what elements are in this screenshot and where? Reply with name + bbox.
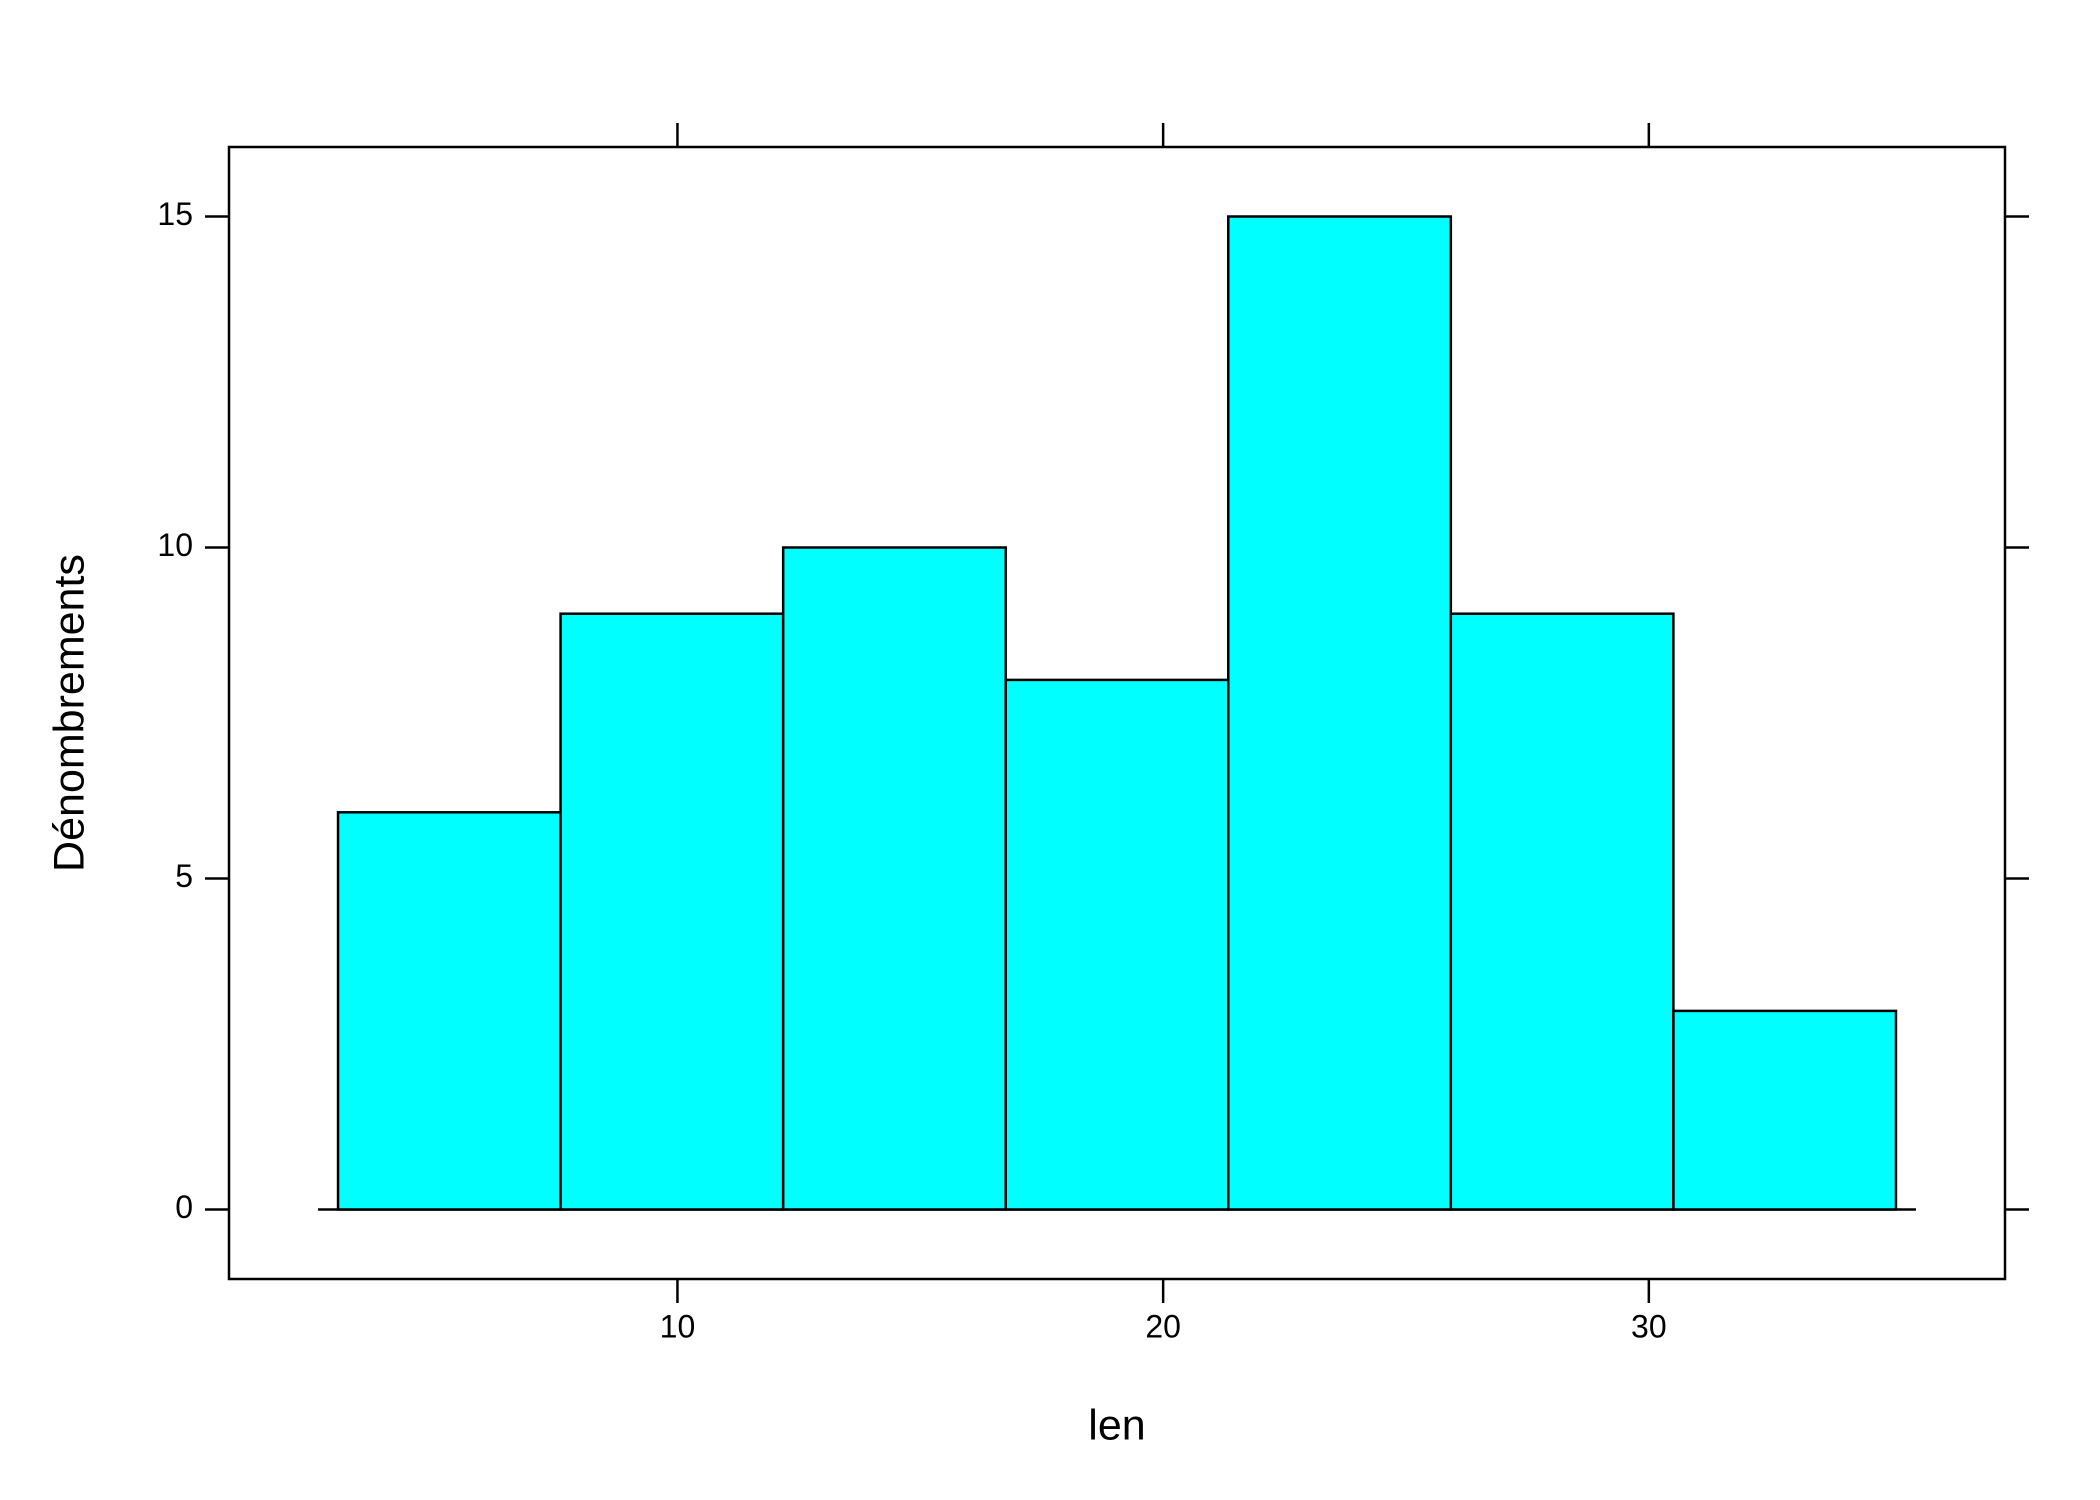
- y-tick-label: 5: [175, 858, 193, 894]
- bar: [1004, 678, 1230, 1211]
- x-tick-label: 30: [1631, 1308, 1667, 1344]
- bar: [336, 811, 562, 1211]
- bar: [1449, 612, 1675, 1211]
- bar: [1672, 1009, 1898, 1211]
- x-axis-title: len: [1088, 1401, 1145, 1449]
- y-tick-label: 0: [175, 1189, 193, 1225]
- bar: [1227, 215, 1453, 1211]
- y-tick-label: 15: [157, 196, 193, 232]
- bar: [781, 546, 1007, 1211]
- y-tick-label: 10: [157, 527, 193, 563]
- x-tick-label: 20: [1145, 1308, 1181, 1344]
- bar: [559, 612, 785, 1211]
- x-tick-label: 10: [660, 1308, 696, 1344]
- y-axis-title: Dénombrements: [45, 554, 93, 872]
- panel-frame: [227, 145, 2007, 1281]
